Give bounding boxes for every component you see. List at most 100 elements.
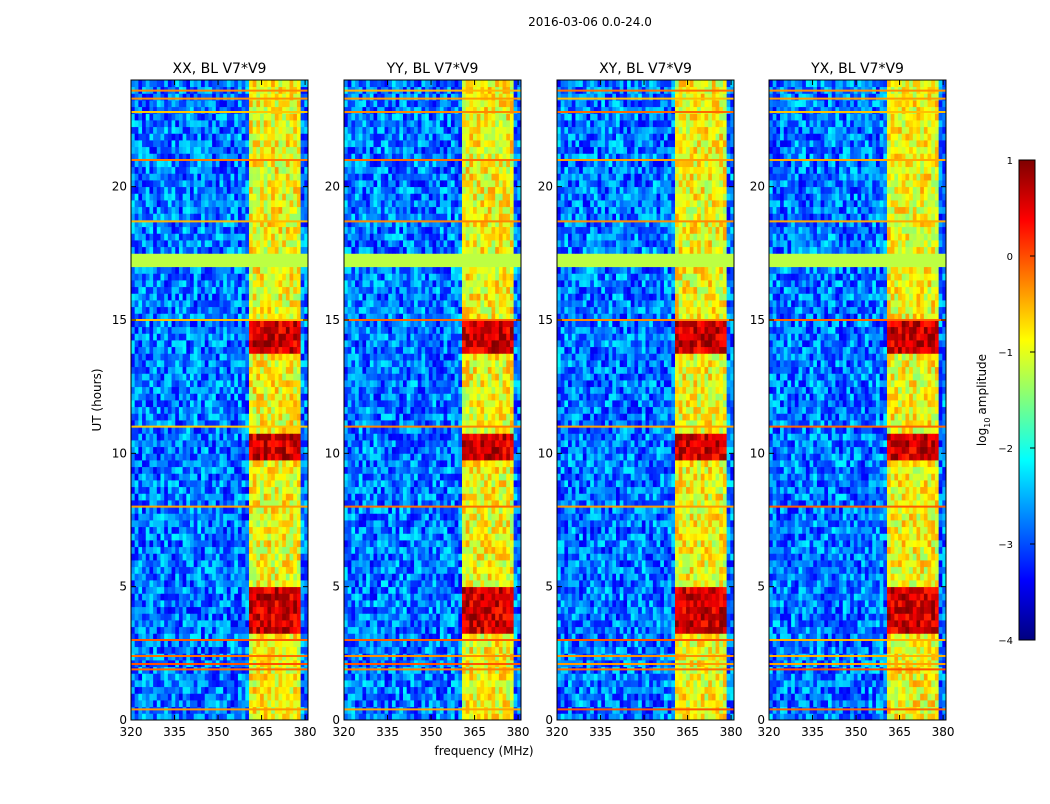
heatmap-cell xyxy=(201,307,205,314)
heatmap-cell xyxy=(197,607,201,614)
heatmap-cell xyxy=(492,680,496,687)
heatmap-cell xyxy=(290,167,294,174)
heatmap-cell xyxy=(286,533,290,540)
heatmap-cell xyxy=(149,207,153,214)
heatmap-cell xyxy=(131,273,135,280)
heatmap-cell xyxy=(245,213,249,220)
heatmap-cell xyxy=(168,587,172,594)
heatmap-cell xyxy=(179,507,183,514)
heatmap-cell xyxy=(242,333,246,340)
heatmap-cell xyxy=(175,247,179,254)
heatmap-cell xyxy=(175,327,179,334)
heatmap-cell xyxy=(256,640,260,647)
heatmap-cell xyxy=(351,687,355,694)
heatmap-cell xyxy=(249,187,253,194)
heatmap-cell xyxy=(282,293,286,300)
heatmap-cell xyxy=(301,587,305,594)
heatmap-cell xyxy=(135,233,139,240)
heatmap-cell xyxy=(253,393,257,400)
heatmap-cell xyxy=(297,127,301,134)
heatmap-cell xyxy=(253,347,257,354)
heatmap-cell xyxy=(293,687,297,694)
heatmap-cell xyxy=(183,160,187,167)
heatmap-cell xyxy=(290,413,294,420)
heatmap-cell xyxy=(223,240,227,247)
heatmap-cell xyxy=(271,560,275,567)
heatmap-cell xyxy=(179,333,183,340)
heatmap-cell xyxy=(179,200,183,207)
heatmap-cell xyxy=(282,400,286,407)
heatmap-cell xyxy=(197,160,201,167)
heatmap-cell xyxy=(238,627,242,634)
heatmap-cell xyxy=(138,407,142,414)
heatmap-cell xyxy=(260,473,264,480)
heatmap-cell xyxy=(267,627,271,634)
heatmap-cell xyxy=(153,467,157,474)
heatmap-cell xyxy=(157,340,161,347)
heatmap-cell xyxy=(223,553,227,560)
heatmap-cell xyxy=(223,413,227,420)
heatmap-cell xyxy=(223,560,227,567)
heatmap-cell xyxy=(135,253,139,260)
heatmap-cell xyxy=(168,133,172,140)
heatmap-cell xyxy=(135,227,139,234)
heatmap-cell xyxy=(161,693,165,700)
heatmap-cell xyxy=(260,540,264,547)
heatmap-cell xyxy=(253,140,257,147)
heatmap-cell xyxy=(231,413,235,420)
heatmap-cell xyxy=(153,173,157,180)
heatmap-cell xyxy=(425,687,429,694)
heatmap-cell xyxy=(205,360,209,367)
heatmap-cell xyxy=(249,233,253,240)
heatmap-cell xyxy=(245,180,249,187)
heatmap-cell xyxy=(282,147,286,154)
heatmap-cell xyxy=(271,173,275,180)
heatmap-cell xyxy=(183,100,187,107)
heatmap-cell xyxy=(131,393,135,400)
heatmap-cell xyxy=(297,293,301,300)
heatmap-cell xyxy=(138,287,142,294)
heatmap-cell xyxy=(223,253,227,260)
heatmap-cell xyxy=(234,520,238,527)
heatmap-cell xyxy=(267,293,271,300)
heatmap-cell xyxy=(190,573,194,580)
heatmap-cell xyxy=(385,693,389,700)
heatmap-cell xyxy=(146,307,150,314)
heatmap-cell xyxy=(208,333,212,340)
heatmap-cell xyxy=(223,180,227,187)
heatmap-cell xyxy=(293,587,297,594)
heatmap-cell xyxy=(212,327,216,334)
heatmap-cell xyxy=(142,347,146,354)
heatmap-cell xyxy=(153,247,157,254)
heatmap-cell xyxy=(267,140,271,147)
heatmap-cell xyxy=(183,353,187,360)
heatmap-cell xyxy=(197,127,201,134)
heatmap-cell xyxy=(279,593,283,600)
heatmap-cell xyxy=(227,320,231,327)
heatmap-cell xyxy=(290,620,294,627)
heatmap-cell xyxy=(183,260,187,267)
heatmap-cell xyxy=(168,573,172,580)
heatmap-cell xyxy=(208,400,212,407)
heatmap-cell xyxy=(279,120,283,127)
heatmap-cell xyxy=(212,527,216,534)
heatmap-cell xyxy=(201,493,205,500)
heatmap-cell xyxy=(293,267,297,274)
heatmap-cell xyxy=(179,180,183,187)
heatmap-cell xyxy=(190,553,194,560)
heatmap-cell xyxy=(231,453,235,460)
heatmap-cell xyxy=(253,440,257,447)
heatmap-cell xyxy=(238,227,242,234)
heatmap-cell xyxy=(249,693,253,700)
heatmap-cell xyxy=(234,533,238,540)
heatmap-cell xyxy=(172,367,176,374)
heatmap-cell xyxy=(149,380,153,387)
heatmap-cell xyxy=(220,267,224,274)
heatmap-cell xyxy=(190,187,194,194)
heatmap-cell xyxy=(231,573,235,580)
heatmap-cell xyxy=(212,460,216,467)
heatmap-cell xyxy=(131,227,135,234)
heatmap-cell xyxy=(179,467,183,474)
heatmap-cell xyxy=(205,387,209,394)
heatmap-cell xyxy=(264,360,268,367)
